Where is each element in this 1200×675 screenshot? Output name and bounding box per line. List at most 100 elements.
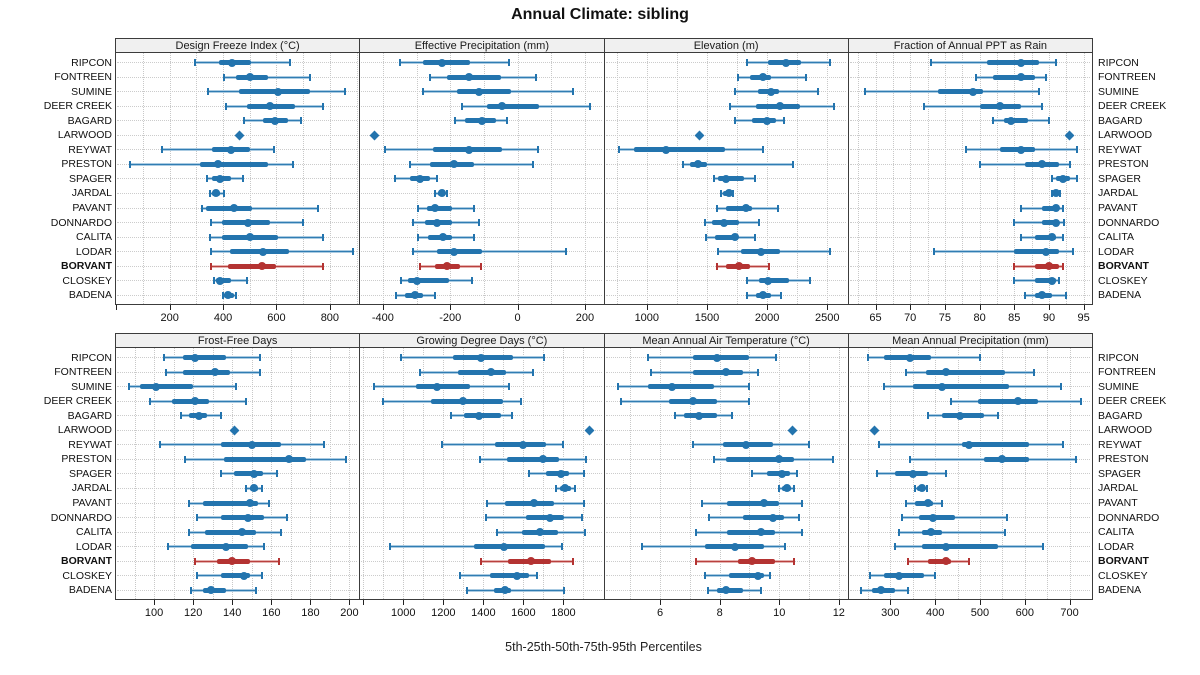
whisker-cap-p95	[769, 572, 772, 580]
whisker-cap-p95	[978, 354, 981, 361]
gridline-horizontal	[361, 178, 602, 180]
station-label-right: PAVANT	[1098, 202, 1138, 214]
median-dot	[1006, 116, 1015, 125]
whisker-cap-p95	[242, 175, 245, 183]
median-dot	[191, 397, 200, 406]
median-dot	[668, 382, 676, 391]
station-label-left: JARDAL	[71, 482, 112, 495]
whisker-cap-p5	[479, 455, 482, 463]
interquartile-bar-25-75	[431, 398, 504, 404]
whisker-cap-p95	[782, 117, 785, 125]
whisker-cap-p5	[434, 189, 437, 197]
median-dot	[244, 218, 253, 227]
median-dot	[257, 262, 266, 271]
axis-tick	[563, 600, 565, 605]
whisker-cap-p5	[733, 117, 736, 125]
axis-tick	[1048, 305, 1050, 310]
whisker-cap-p95	[907, 586, 910, 594]
axis-tick	[363, 600, 365, 605]
median-dot	[942, 557, 951, 566]
whisker-cap-p5	[719, 189, 722, 197]
whisker-cap-p5	[869, 572, 872, 580]
whisker-cap-p95	[536, 572, 539, 580]
interquartile-bar-25-75	[962, 442, 1030, 448]
axis-tick	[310, 600, 312, 605]
interquartile-bar-25-75	[1035, 234, 1056, 240]
axis-tick-label: 600	[1015, 607, 1034, 619]
station-label-left: LARWOOD	[57, 424, 112, 437]
whisker-cap-p5	[949, 397, 952, 405]
median-dot	[1014, 397, 1023, 406]
axis-tick-label: 8	[716, 607, 723, 619]
median-dot	[513, 571, 522, 580]
interquartile-bar-25-75	[408, 278, 449, 284]
whisker-cap-p95	[258, 368, 261, 376]
whisker-cap-p5	[196, 514, 199, 522]
whisker-cap-p5	[210, 219, 213, 227]
whisker-cap-p95	[254, 586, 257, 594]
station-label-left: DONNARDO	[50, 511, 112, 524]
station-label-left: FONTREEN	[54, 366, 112, 379]
interquartile-bar-25-75	[717, 176, 745, 182]
interquartile-bar-25-75	[202, 500, 258, 506]
median-dot	[474, 87, 483, 96]
station-label-left: CALITA	[76, 231, 112, 244]
median-dot	[906, 353, 915, 362]
whisker-cap-p5	[158, 441, 161, 449]
interquartile-bar-25-75	[1042, 220, 1060, 226]
whisker-cap-p5	[691, 441, 694, 449]
median-dot	[1017, 58, 1026, 67]
axis-tick-label: 95	[1077, 312, 1090, 324]
whisker-cap-p5	[480, 557, 483, 565]
axis-tick-label: 1000	[391, 607, 416, 619]
station-label-left: DEER CREEK	[43, 395, 112, 408]
median-dot	[410, 291, 419, 300]
gridline-horizontal	[849, 575, 1090, 577]
median-dot	[775, 102, 784, 111]
station-label-right: BORVANT	[1098, 260, 1149, 273]
median-dot	[662, 145, 671, 154]
whisker-cap-p5	[166, 543, 169, 551]
interquartile-bar-25-75	[228, 263, 277, 269]
median-dot	[998, 455, 1007, 464]
whisker-cap-p95	[511, 412, 514, 420]
whisker-line	[413, 251, 567, 253]
interquartile-bar-25-75	[456, 89, 511, 95]
median-dot	[210, 368, 219, 377]
station-label-right: FONTREEN	[1098, 71, 1156, 84]
gridline-horizontal	[605, 76, 846, 78]
interquartile-bar-25-75	[727, 500, 780, 506]
whisker-cap-p5	[708, 514, 711, 522]
whisker-cap-p5	[694, 528, 697, 536]
axis-tick	[706, 305, 708, 310]
whisker-cap-p5	[450, 412, 453, 420]
interquartile-bar-25-75	[458, 369, 507, 375]
station-label-right: DONNARDO	[1098, 216, 1160, 229]
interquartile-bar-25-75	[416, 384, 471, 390]
station-label-right: DEER CREEK	[1098, 395, 1167, 408]
whisker-cap-p95	[816, 88, 819, 96]
whisker-cap-p5	[164, 368, 167, 376]
whisker-cap-p95	[776, 204, 779, 212]
whisker-cap-p5	[745, 291, 748, 299]
axis-tick-label: 1200	[431, 607, 456, 619]
station-label-left: LARWOOD	[57, 129, 112, 142]
median-dot	[942, 368, 951, 377]
whisker-cap-p95	[535, 73, 538, 81]
whisker-cap-p95	[800, 528, 803, 536]
axis-tick-label: 1500	[694, 312, 720, 324]
whisker-cap-p5	[1051, 175, 1054, 183]
interquartile-bar-25-75	[205, 205, 253, 211]
axis-tick	[838, 600, 840, 605]
percentile-caption: 5th-25th-50th-75th-95th Percentiles	[505, 640, 702, 654]
whisker-cap-p95	[940, 499, 943, 507]
whisker-cap-p95	[926, 484, 929, 492]
axis-tick	[154, 600, 156, 605]
whisker-cap-p95	[1037, 88, 1040, 96]
axis-tick-label: 1000	[634, 312, 660, 324]
whisker-cap-p95	[508, 59, 511, 66]
whisker-cap-p95	[800, 499, 803, 507]
median-dot	[742, 440, 751, 449]
whisker-cap-p5	[244, 484, 247, 492]
whisker-cap-p5	[905, 368, 907, 376]
